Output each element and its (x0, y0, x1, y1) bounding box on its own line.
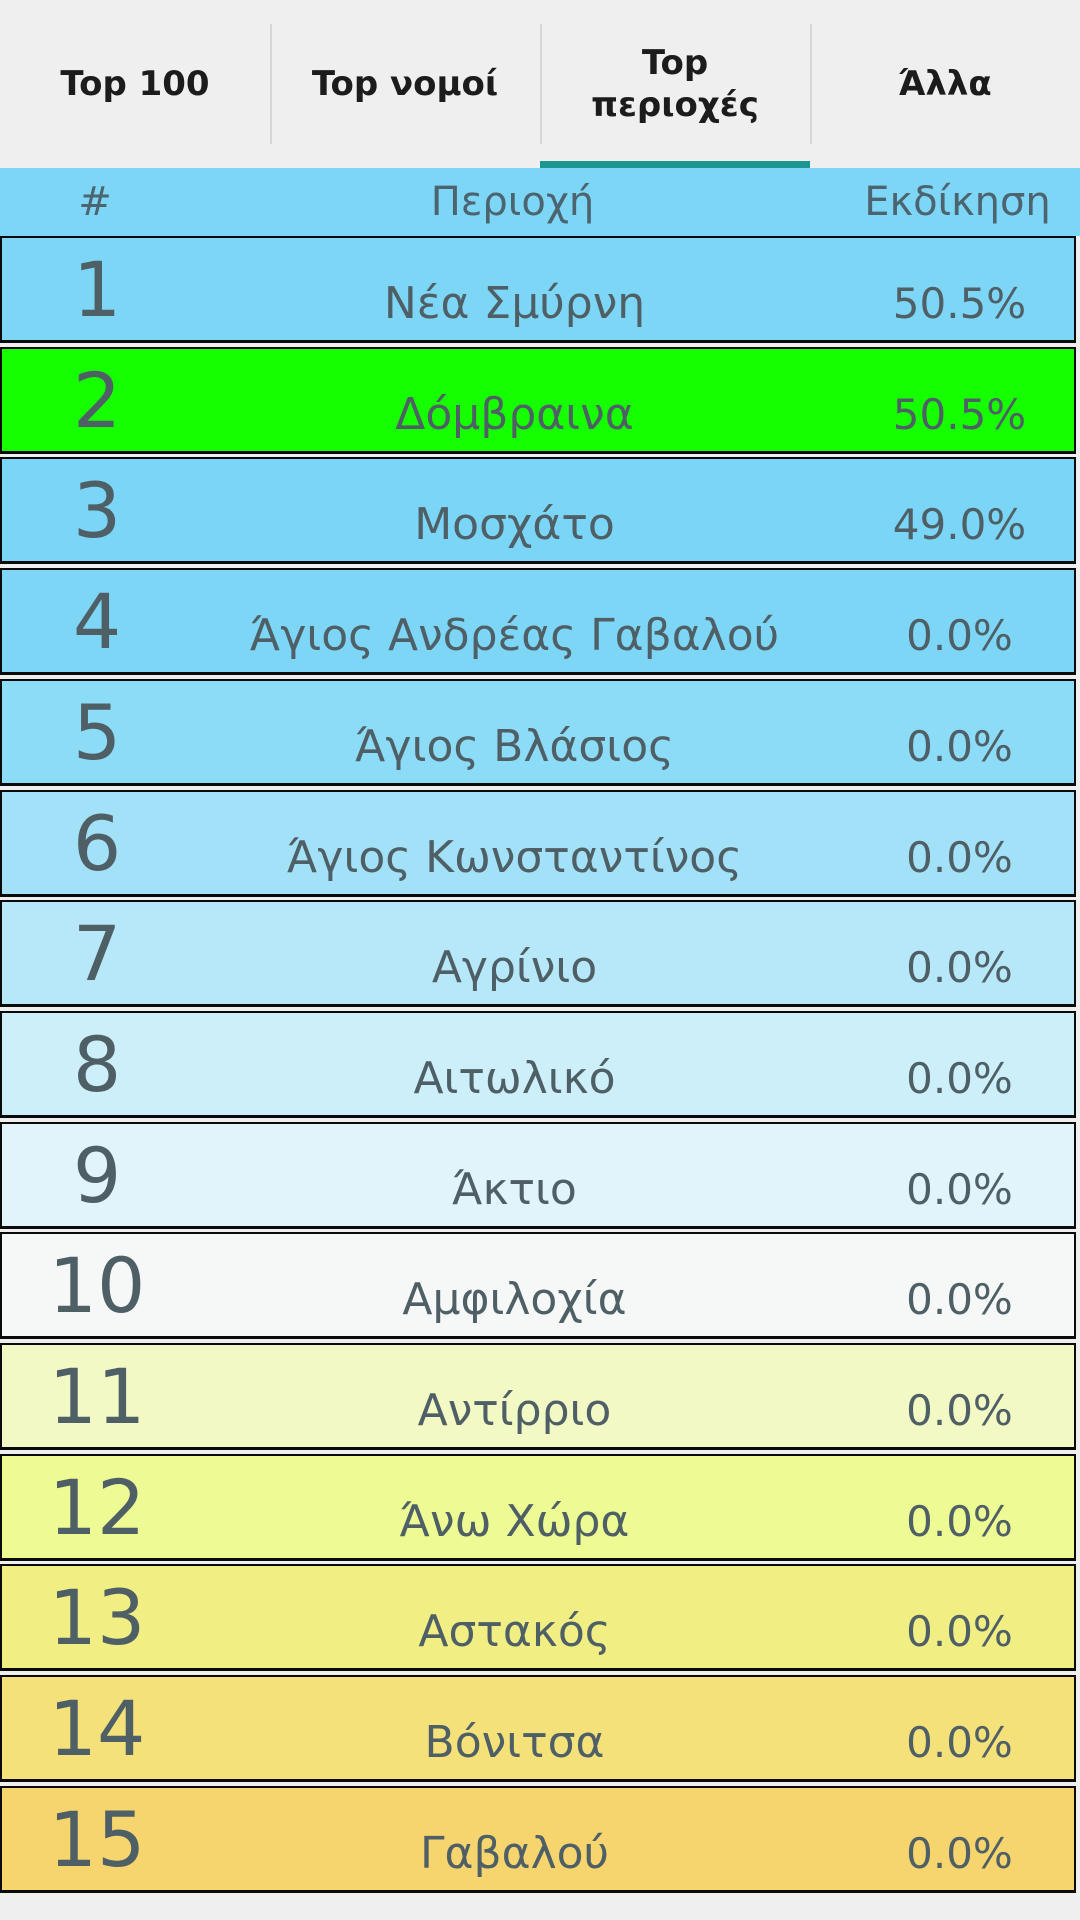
row-revenge-value: 0.0% (906, 1718, 1013, 1767)
table-row[interactable]: 6 Άγιος Κωνσταντίνος 0.0% (0, 790, 1076, 897)
table-row[interactable]: 12 Άνω Χώρα 0.0% (0, 1454, 1076, 1561)
row-revenge-value: 49.0% (892, 500, 1027, 549)
tab-top-prefectures[interactable]: Top νομοί (270, 0, 540, 168)
row-rank: 8 (72, 1020, 122, 1109)
table-row[interactable]: 5 Άγιος Βλάσιος 0.0% (0, 679, 1076, 786)
row-revenge-value: 0.0% (906, 1165, 1013, 1214)
table-header: # Περιοχή Εκδίκηση (0, 168, 1080, 236)
tab-top-100[interactable]: Top 100 (0, 0, 270, 168)
header-revenge: Εκδίκηση (864, 179, 1051, 225)
row-area: Νέα Σμύρνη (383, 278, 646, 329)
row-revenge-value: 50.5% (892, 390, 1027, 439)
row-area: Αστακός (418, 1606, 611, 1657)
table-row[interactable]: 10 Αμφιλοχία 0.0% (0, 1232, 1076, 1339)
row-revenge-value: 0.0% (906, 611, 1013, 660)
row-rank: 13 (48, 1573, 146, 1662)
row-revenge-value: 0.0% (906, 1607, 1013, 1656)
row-rank: 11 (48, 1352, 146, 1441)
row-revenge-value: 0.0% (906, 1497, 1013, 1546)
row-rank: 14 (48, 1684, 146, 1773)
row-area: Βόνιτσα (424, 1717, 605, 1768)
row-revenge-value: 0.0% (906, 722, 1013, 771)
ranking-list[interactable]: 1 Νέα Σμύρνη 50.5% 2 Δόμβραινα 50.5% 3 Μοσχάτο 4… (0, 236, 1080, 1920)
table-row[interactable]: 2 Δόμβραινα 50.5% (0, 347, 1076, 454)
tab-label: Άλλα (898, 64, 992, 104)
table-row[interactable]: 8 Αιτωλικό 0.0% (0, 1011, 1076, 1118)
table-row[interactable]: 14 Βόνιτσα 0.0% (0, 1675, 1076, 1782)
tab-top-areas[interactable]: Top περιοχές (540, 0, 810, 168)
row-revenge-value: 0.0% (906, 1386, 1013, 1435)
header-rank: # (78, 179, 112, 225)
row-revenge-value: 50.5% (892, 279, 1027, 328)
table-row[interactable]: 9 Άκτιο 0.0% (0, 1122, 1076, 1229)
row-rank: 3 (72, 466, 122, 555)
row-revenge-value: 0.0% (906, 1054, 1013, 1103)
row-area: Γαβαλού (419, 1828, 610, 1879)
row-rank: 6 (72, 799, 122, 888)
row-area: Αιτωλικό (413, 1053, 616, 1104)
row-revenge-value: 0.0% (906, 1275, 1013, 1324)
table-row[interactable]: 3 Μοσχάτο 49.0% (0, 457, 1076, 564)
table-row[interactable]: 7 Αγρίνιο 0.0% (0, 900, 1076, 1007)
row-rank: 4 (72, 577, 122, 666)
row-area: Αμφιλοχία (402, 1274, 627, 1325)
tab-label: Top περιοχές (591, 43, 759, 125)
row-area: Άγιος Ανδρέας Γαβαλού (249, 610, 780, 661)
table-row[interactable]: 11 Αντίρριο 0.0% (0, 1343, 1076, 1450)
table-row[interactable]: 13 Αστακός 0.0% (0, 1564, 1076, 1671)
tab-label: Top 100 (60, 64, 210, 104)
tab-bar: Top 100 Top νομοί Top περιοχές Άλλα (0, 0, 1080, 168)
row-rank: 12 (48, 1463, 146, 1552)
row-rank: 7 (72, 909, 122, 998)
row-area: Αντίρριο (417, 1385, 612, 1436)
tab-label: Top νομοί (311, 64, 499, 104)
row-rank: 9 (72, 1131, 122, 1220)
table-row[interactable]: 15 Γαβαλού 0.0% (0, 1786, 1076, 1893)
row-area: Άγιος Κωνσταντίνος (286, 832, 743, 883)
row-area: Δόμβραινα (395, 389, 634, 440)
row-rank: 5 (72, 688, 122, 777)
row-revenge-value: 0.0% (906, 943, 1013, 992)
row-rank: 1 (72, 245, 122, 334)
header-area: Περιοχή (430, 179, 595, 225)
row-rank: 2 (72, 356, 122, 445)
tab-other[interactable]: Άλλα (810, 0, 1080, 168)
row-rank: 15 (48, 1795, 146, 1884)
row-area: Άκτιο (452, 1164, 577, 1215)
row-revenge-value: 0.0% (906, 833, 1013, 882)
row-area: Άνω Χώρα (399, 1496, 630, 1547)
row-area: Άγιος Βλάσιος (355, 721, 674, 772)
row-area: Μοσχάτο (414, 499, 615, 550)
table-row[interactable]: 4 Άγιος Ανδρέας Γαβαλού 0.0% (0, 568, 1076, 675)
table-row[interactable]: 1 Νέα Σμύρνη 50.5% (0, 236, 1076, 343)
row-revenge-value: 0.0% (906, 1829, 1013, 1878)
row-rank: 10 (48, 1241, 146, 1330)
row-area: Αγρίνιο (431, 942, 598, 993)
